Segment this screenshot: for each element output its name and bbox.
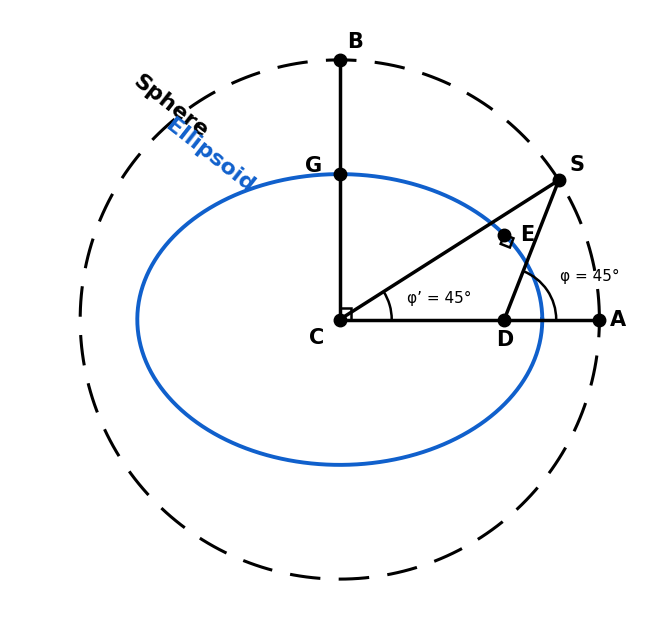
Text: C: C [309, 328, 324, 348]
Text: φ’ = 45°: φ’ = 45° [406, 291, 471, 305]
Text: Ellipsoid: Ellipsoid [162, 116, 258, 196]
Text: S: S [570, 155, 584, 174]
Text: G: G [305, 157, 323, 176]
Text: φ = 45°: φ = 45° [560, 269, 620, 284]
Text: D: D [495, 330, 513, 350]
Text: E: E [521, 225, 535, 245]
Text: Sphere: Sphere [130, 72, 212, 142]
Text: A: A [610, 309, 625, 330]
Text: B: B [347, 32, 363, 52]
